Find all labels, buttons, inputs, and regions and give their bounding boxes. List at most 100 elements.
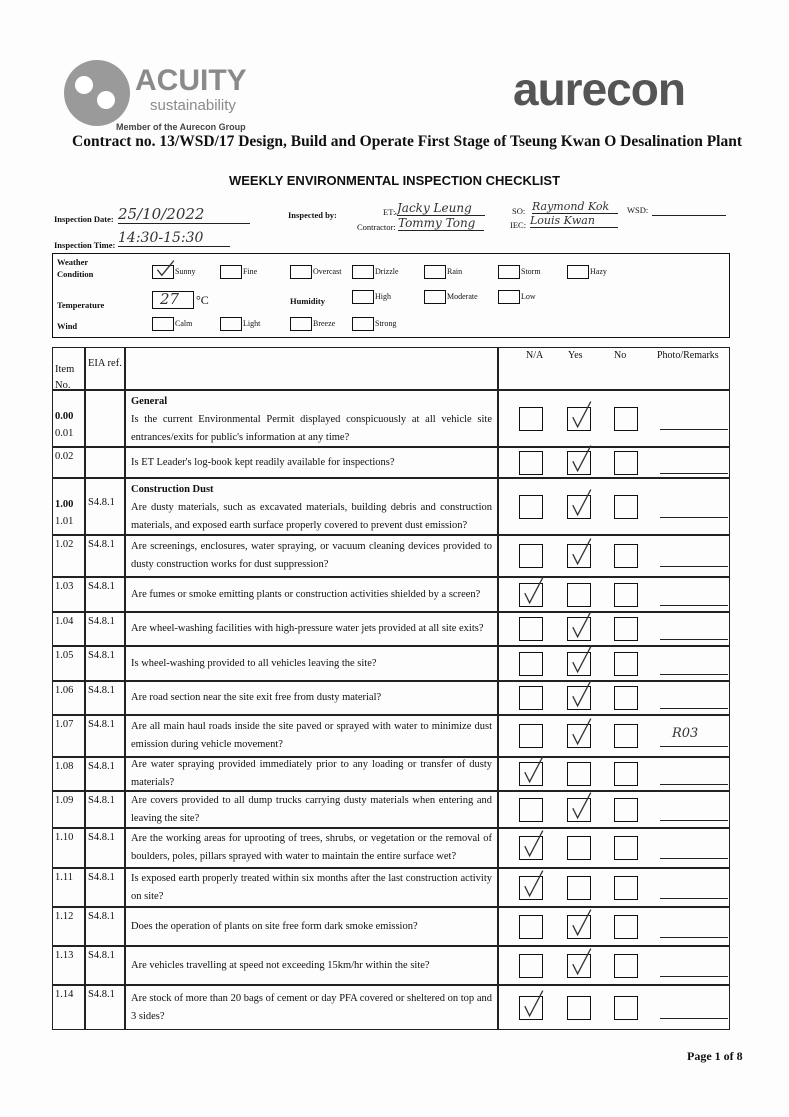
eia-ref: S4.8.1 bbox=[88, 761, 115, 772]
et: Jacky Leung bbox=[397, 201, 485, 216]
remarks-line bbox=[660, 819, 728, 821]
answer-cell bbox=[498, 828, 730, 868]
remarks-line bbox=[660, 746, 728, 747]
checkbox bbox=[519, 544, 543, 568]
eia-ref: S4.8.1 bbox=[88, 872, 115, 883]
checkbox bbox=[519, 406, 543, 431]
remarks-line bbox=[660, 897, 728, 899]
remarks-line bbox=[660, 708, 728, 709]
checkbox bbox=[614, 686, 638, 710]
weather-label: Weather bbox=[57, 257, 89, 267]
item-cell: 1.06 bbox=[52, 681, 85, 715]
option-label: Overcast bbox=[313, 267, 342, 276]
column-header: N/A bbox=[526, 350, 544, 361]
item-cell: 1.09 bbox=[52, 791, 85, 828]
eia-cell bbox=[85, 390, 125, 447]
item-no: 1.02 bbox=[55, 539, 74, 550]
temp-unit: °C bbox=[196, 293, 209, 307]
item-no: 1.00 bbox=[55, 499, 74, 511]
remarks-line bbox=[660, 975, 728, 977]
checkbox bbox=[614, 995, 638, 1020]
question: Are dusty materials, such as excavated m… bbox=[131, 501, 492, 531]
question-cell: Are the working areas for uprooting of t… bbox=[125, 828, 498, 868]
check-mark bbox=[524, 576, 544, 604]
checkbox bbox=[614, 544, 638, 568]
checkbox bbox=[519, 797, 543, 822]
remarks-line bbox=[660, 936, 728, 938]
checkbox bbox=[614, 406, 638, 431]
iec: Louis Kwan bbox=[530, 214, 618, 228]
eia-cell: S4.8.1 bbox=[85, 577, 125, 612]
title: WEEKLY ENVIRONMENTAL INSPECTION CHECKLIS… bbox=[228, 173, 561, 188]
section-title: General bbox=[131, 396, 168, 407]
checkbox bbox=[290, 317, 312, 331]
item-sub: 0.01 bbox=[55, 428, 74, 440]
row-label: Humidity bbox=[290, 296, 325, 306]
checkbox bbox=[614, 450, 638, 475]
question: Are fumes or smoke emitting plants or co… bbox=[131, 588, 481, 600]
so: Raymond Kok bbox=[532, 200, 618, 214]
checkbox bbox=[519, 450, 543, 475]
checkbox bbox=[614, 582, 638, 607]
checkbox bbox=[614, 836, 638, 860]
option-label: Breeze bbox=[313, 319, 336, 328]
eia-ref: S4.8.1 bbox=[88, 719, 115, 730]
remarks: R03 bbox=[672, 726, 699, 741]
header-cell bbox=[125, 347, 498, 390]
eia-cell: S4.8.1 bbox=[85, 946, 125, 985]
checkbox bbox=[614, 914, 638, 939]
item-no: 1.07 bbox=[55, 719, 74, 730]
checkbox bbox=[220, 317, 242, 331]
question: Is exposed earth properly treated within… bbox=[131, 872, 492, 902]
logo-right: aurecon bbox=[513, 63, 686, 115]
item-no: 1.14 bbox=[55, 989, 74, 1000]
eia-cell: S4.8.1 bbox=[85, 791, 125, 828]
checkbox bbox=[614, 875, 638, 900]
info-label: Inspection Date: bbox=[54, 214, 114, 224]
item-cell: 1.04 bbox=[52, 612, 85, 646]
eia-ref: S4.8.1 bbox=[88, 911, 115, 922]
remarks-line bbox=[660, 1017, 728, 1019]
checkbox bbox=[567, 680, 592, 710]
question-cell: Is exposed earth properly treated within… bbox=[125, 868, 498, 907]
temp-value: 27 bbox=[160, 290, 180, 308]
check-mark bbox=[572, 908, 592, 936]
eia-cell: S4.8.1 bbox=[85, 828, 125, 868]
question-cell: Are screenings, enclosures, water sprayi… bbox=[125, 535, 498, 577]
row-label: Temperature bbox=[57, 300, 105, 310]
answer-cell bbox=[498, 985, 730, 1030]
question-cell: Are stock of more than 20 bags of cement… bbox=[125, 985, 498, 1030]
column-header: No bbox=[614, 350, 627, 361]
checkbox bbox=[519, 869, 544, 900]
checkbox bbox=[152, 260, 175, 279]
eia-cell bbox=[85, 447, 125, 478]
item-cell: 0.00 0.01 bbox=[52, 390, 85, 447]
question: Are screenings, enclosures, water sprayi… bbox=[131, 541, 492, 570]
item-no: 1.13 bbox=[55, 950, 74, 961]
checkbox bbox=[567, 265, 589, 279]
temp-box bbox=[152, 291, 194, 309]
check-mark bbox=[572, 645, 592, 673]
checkbox bbox=[614, 494, 638, 519]
check-mark bbox=[572, 947, 592, 975]
option-label: Rain bbox=[447, 267, 463, 276]
logo-left: ACUITY bbox=[135, 64, 247, 97]
checkbox bbox=[614, 762, 638, 786]
checkbox bbox=[519, 989, 544, 1020]
eia-cell: S4.8.1 bbox=[85, 985, 125, 1030]
question-cell: Are road section near the site exit free… bbox=[125, 681, 498, 715]
checkbox bbox=[519, 756, 544, 786]
question-cell: Are vehicles travelling at speed not exc… bbox=[125, 946, 498, 985]
question-cell: Are water spraying provided immediately … bbox=[125, 757, 498, 791]
answer-cell bbox=[498, 868, 730, 907]
answer-cell bbox=[498, 681, 730, 715]
answer-cell bbox=[498, 577, 730, 612]
check-mark bbox=[572, 611, 592, 639]
logo-mark bbox=[64, 60, 130, 126]
info-label: IEC: bbox=[510, 220, 527, 230]
question: Is wheel-washing provided to all vehicle… bbox=[131, 657, 377, 669]
checkbox bbox=[567, 582, 591, 607]
info-label: Inspection Time: bbox=[54, 240, 116, 250]
checkbox bbox=[567, 444, 592, 475]
eia-cell: S4.8.1 bbox=[85, 868, 125, 907]
